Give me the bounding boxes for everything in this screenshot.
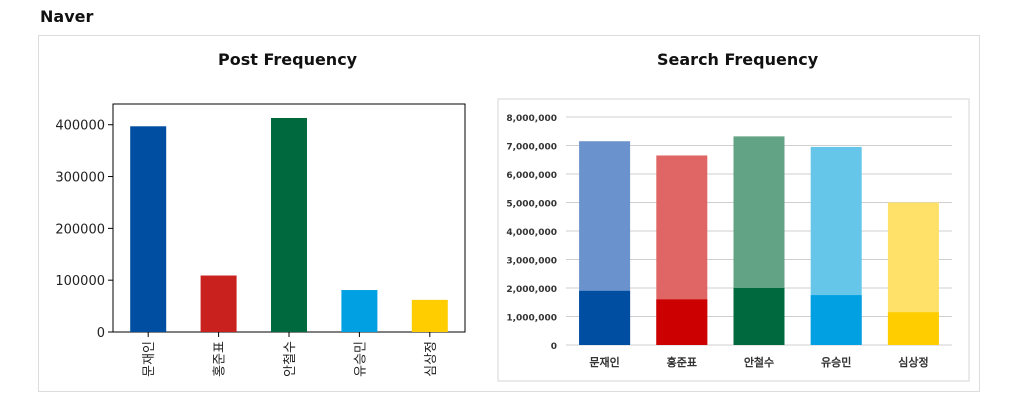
post-y-tick-label: 200000 bbox=[55, 222, 105, 237]
search-bar-part-5 bbox=[887, 312, 939, 345]
page-title: Naver bbox=[40, 7, 94, 26]
post-x-tick-label: 안철수 bbox=[283, 341, 298, 377]
search-y-tick-label: 2,000,000 bbox=[506, 285, 557, 295]
search-y-tick-label: 4,000,000 bbox=[506, 228, 557, 238]
post-y-tick-label: 300000 bbox=[55, 171, 105, 186]
post-x-tick-label: 홍준표 bbox=[213, 341, 228, 377]
post-bar-5 bbox=[411, 299, 448, 332]
post-y-tick-label: 0 bbox=[97, 326, 105, 341]
post-x-tick-label: 유승민 bbox=[353, 341, 368, 377]
search-frequency-title: Search Frequency bbox=[657, 50, 819, 69]
search-y-tick-label: 7,000,000 bbox=[506, 143, 557, 153]
search-bar-part-4 bbox=[810, 295, 862, 345]
search-bar-part-1 bbox=[579, 290, 631, 345]
search-y-tick-label: 3,000,000 bbox=[506, 257, 557, 267]
search-y-tick-label: 6,000,000 bbox=[506, 171, 557, 181]
post-x-tick-label: 문재인 bbox=[142, 341, 157, 377]
search-y-tick-label: 1,000,000 bbox=[506, 314, 557, 324]
search-y-tick-label: 5,000,000 bbox=[506, 200, 557, 210]
search-x-tick-label: 안철수 bbox=[744, 355, 774, 369]
search-bar-part-3 bbox=[733, 288, 785, 345]
search-x-tick-label: 심상정 bbox=[898, 355, 928, 369]
post-y-tick-label: 400000 bbox=[55, 119, 105, 134]
post-x-tick-label: 심상정 bbox=[424, 341, 439, 377]
search-bar-part-2 bbox=[656, 299, 708, 345]
post-bar-1 bbox=[130, 126, 167, 332]
post-y-tick-label: 100000 bbox=[55, 274, 105, 289]
search-x-tick-label: 홍준표 bbox=[667, 355, 697, 369]
search-x-tick-label: 문재인 bbox=[589, 355, 619, 369]
post-frequency-title: Post Frequency bbox=[218, 50, 358, 69]
post-bar-4 bbox=[341, 290, 378, 332]
post-bar-3 bbox=[271, 117, 307, 332]
post-bar-2 bbox=[200, 275, 237, 332]
search-y-tick-label: 0 bbox=[551, 342, 557, 352]
search-y-tick-label: 8,000,000 bbox=[506, 114, 557, 124]
search-x-tick-label: 유승민 bbox=[821, 355, 851, 369]
